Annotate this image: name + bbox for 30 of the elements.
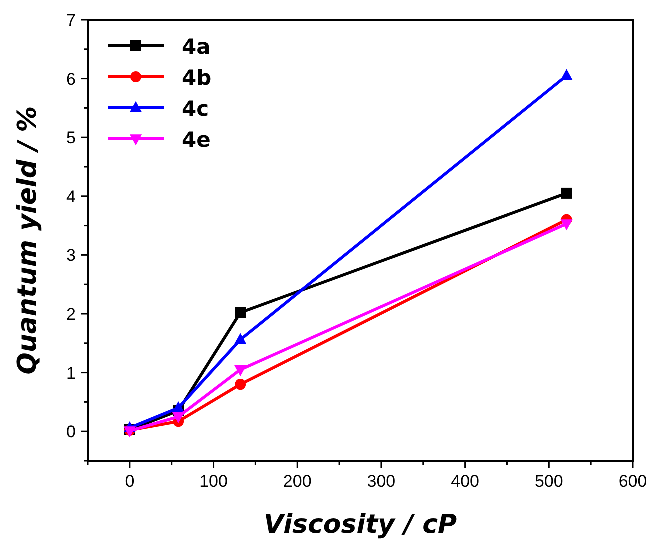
- x-tick-label: 300: [367, 472, 396, 491]
- point: [172, 412, 185, 424]
- legend-label: 4b: [182, 66, 212, 90]
- y-tick-label: 4: [66, 187, 76, 206]
- point: [560, 220, 573, 231]
- legend-label: 4c: [182, 97, 210, 121]
- y-tick-label: 5: [66, 128, 76, 148]
- x-tick-label: 100: [200, 472, 228, 491]
- x-tick-label: 0: [125, 472, 135, 491]
- point: [560, 69, 573, 80]
- y-tick-label: 6: [66, 70, 76, 89]
- y-tick-label: 0: [66, 422, 76, 442]
- y-axis-title: Quantum yield / %: [13, 106, 43, 375]
- y-tick-label: 1: [66, 364, 76, 383]
- point: [234, 365, 247, 376]
- point: [234, 333, 247, 344]
- legend-label: 4a: [182, 35, 211, 59]
- x-tick-label: 600: [618, 472, 648, 491]
- y-tick-label: 3: [66, 246, 76, 266]
- x-tick-label: 200: [283, 472, 312, 491]
- x-axis-title: Viscosity / cP: [264, 510, 458, 540]
- legend-label: 4e: [182, 128, 211, 152]
- x-tick-label: 400: [451, 472, 480, 491]
- y-tick-label: 7: [66, 11, 76, 30]
- point: [172, 401, 185, 412]
- y-tick-label: 2: [66, 305, 76, 324]
- point: [235, 379, 246, 390]
- x-tick-label: 500: [534, 472, 564, 491]
- point: [235, 307, 246, 318]
- point: [561, 188, 572, 199]
